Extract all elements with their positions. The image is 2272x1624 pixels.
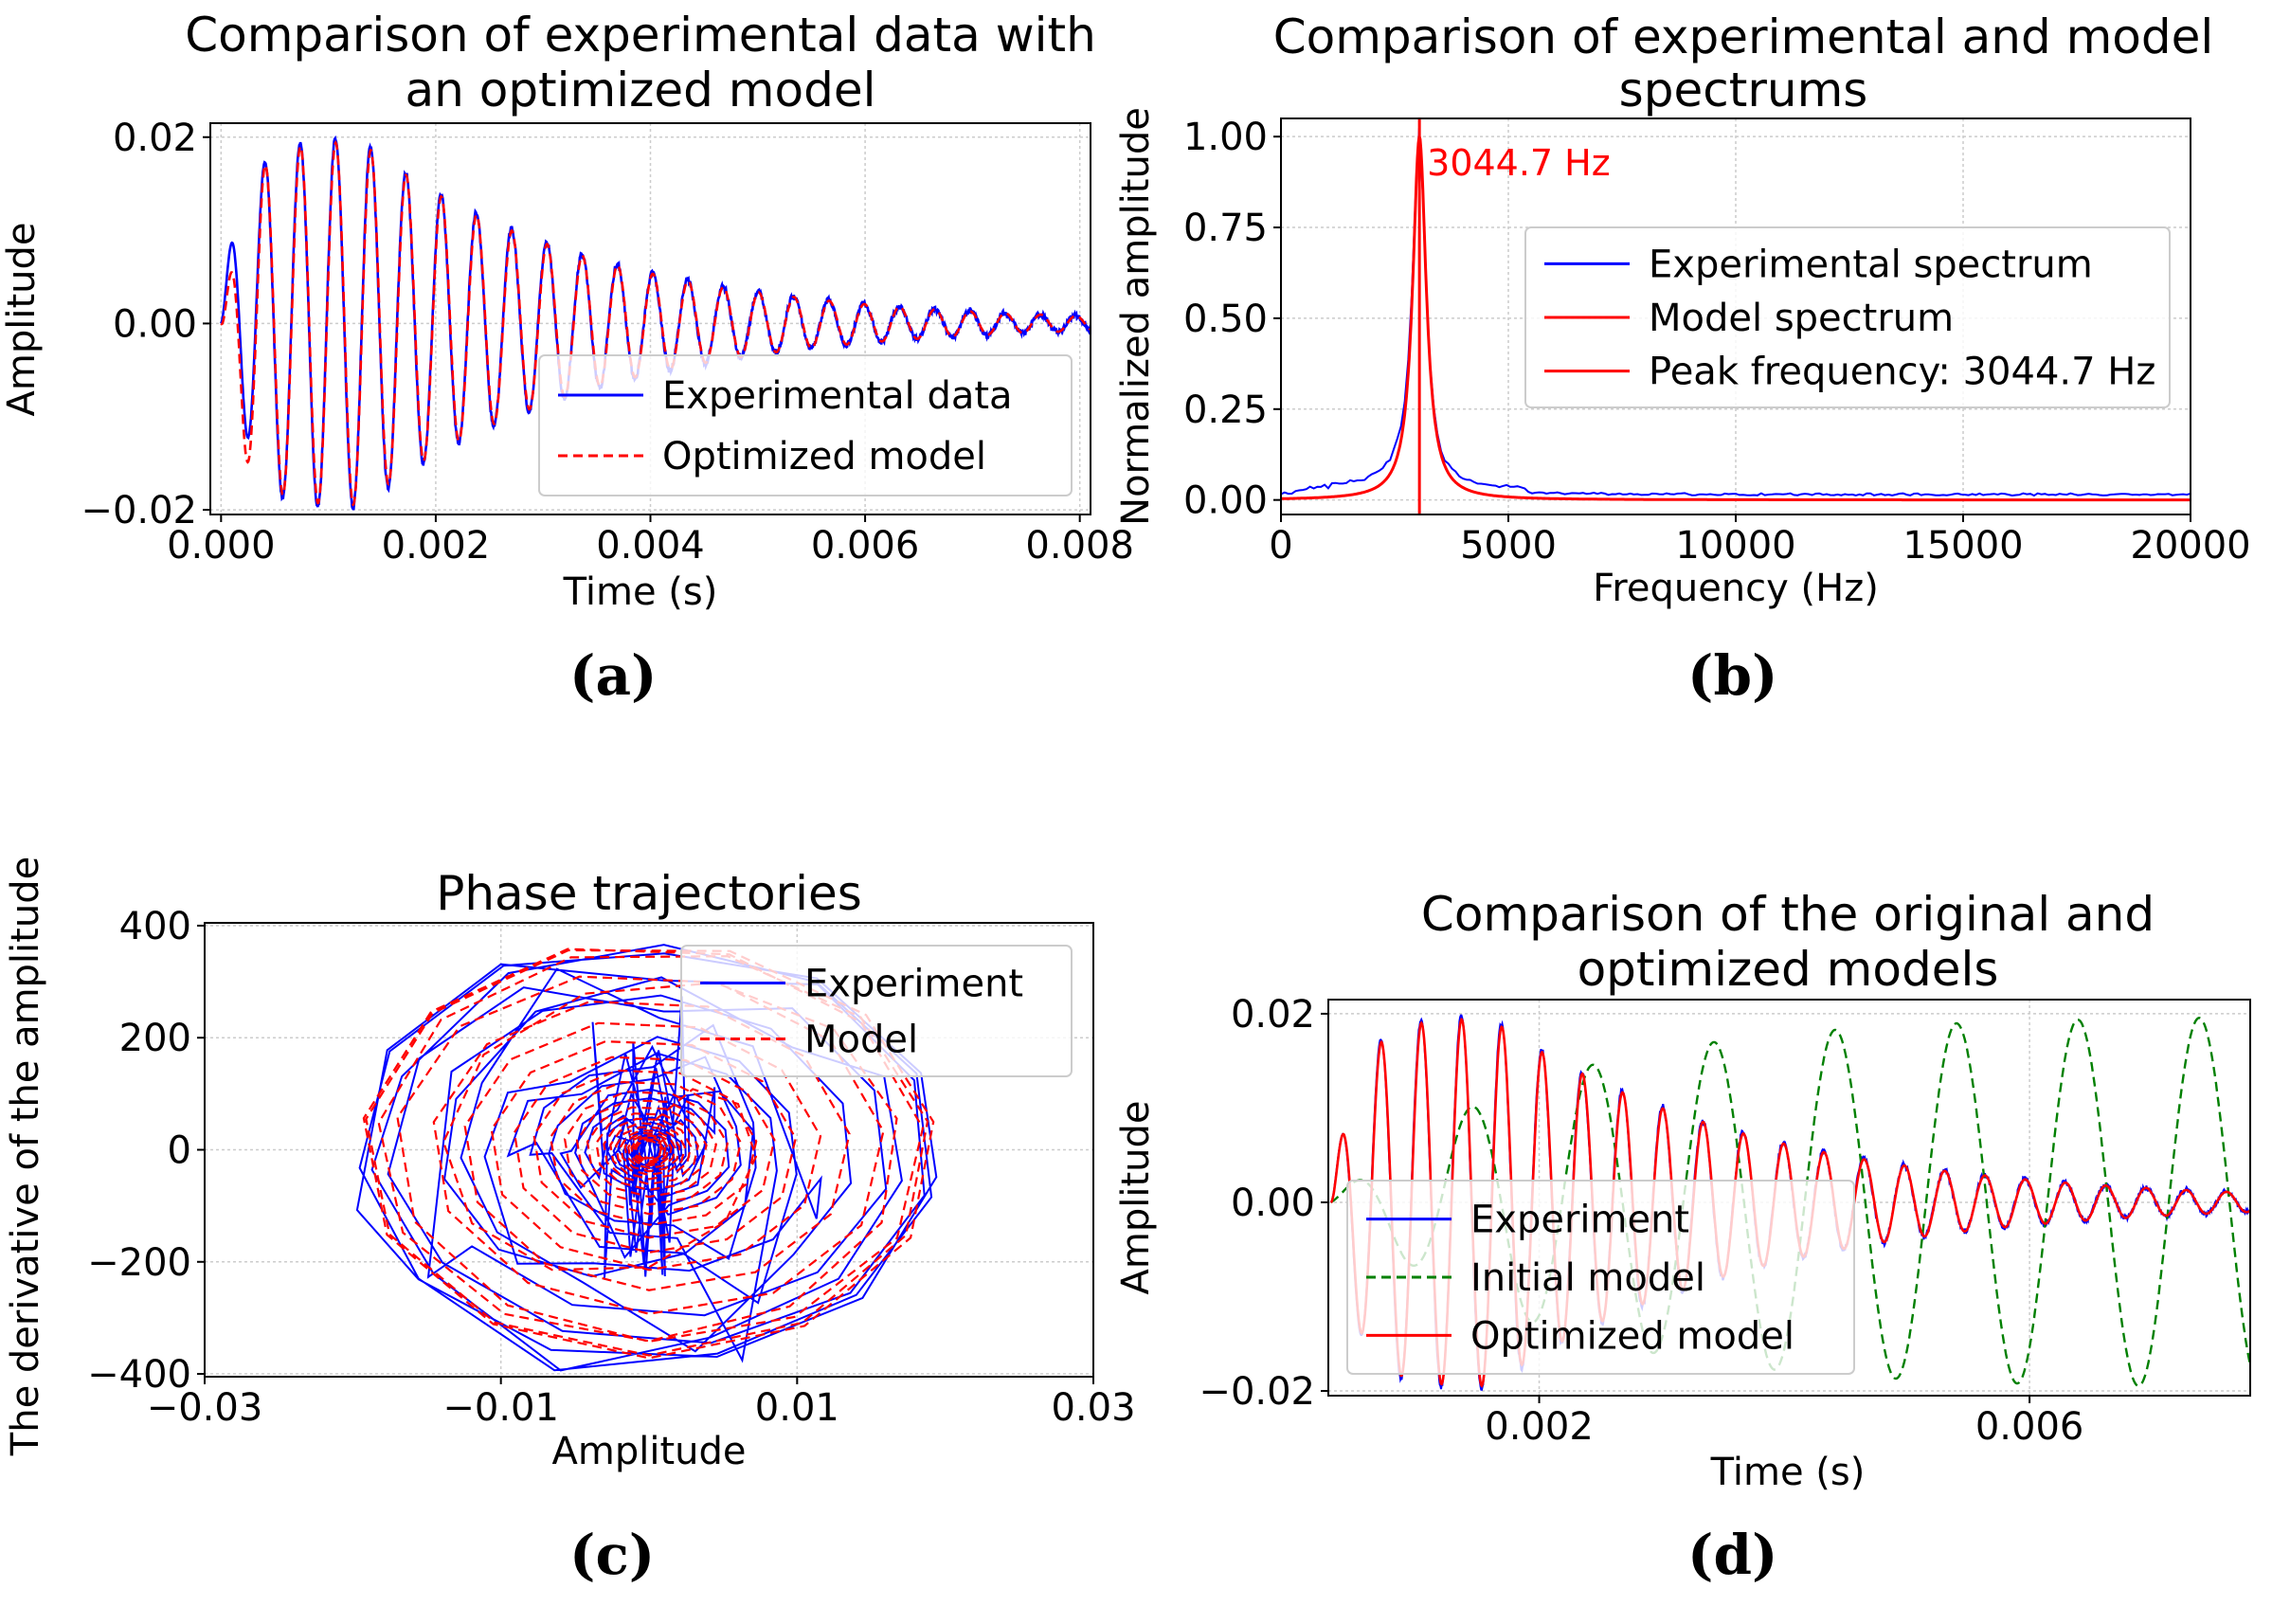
panel-a: 0.000 0.002 0.004 0.006 0.008 −0.02 0.00 0.02 Co… — [0, 8, 1134, 708]
y-tick-label: 0.02 — [1231, 993, 1315, 1037]
legend-item: Experimental spectrum — [1544, 243, 2093, 286]
y-tick-label: 0.00 — [113, 302, 197, 346]
panel-label: (d) — [1687, 1523, 1777, 1587]
legend-label: Model spectrum — [1649, 297, 1954, 340]
panel-b: 0 5000 10000 15000 20000 0.00 0.25 0.50 0.75 1.00… — [1114, 9, 2251, 708]
legend-item: Initial model — [1366, 1256, 1705, 1300]
legend: Experimental spectrum Model spectrum Peak … — [1524, 226, 2171, 408]
legend-item: Optimized model — [558, 435, 986, 478]
y-tick-label: −0.02 — [81, 489, 197, 532]
panel-c: −0.03 −0.01 0.01 0.03 −400 −200 0 200 400 Phase t… — [4, 857, 1136, 1587]
legend-item: Optimized model — [1366, 1314, 1794, 1358]
panel-label: (a) — [569, 643, 657, 708]
y-tick-label: −200 — [87, 1241, 191, 1285]
model-spectrum-line — [1281, 134, 2191, 502]
legend-box — [680, 945, 1073, 1077]
legend-item: Experiment — [700, 963, 1023, 1006]
x-tick-label: 15000 — [1902, 524, 2023, 568]
optimized-model-line — [220, 140, 1091, 507]
axes-frame — [209, 122, 1091, 515]
legend-item: Experimental data — [558, 374, 1013, 418]
legend-item: Peak frequency: 3044.7 Hz — [1544, 351, 2155, 394]
x-tick-label: 5000 — [1460, 524, 1557, 568]
x-axis-label: Time (s) — [1710, 1451, 1866, 1494]
y-tick-label: −0.02 — [1199, 1370, 1315, 1414]
panel-d: 0.002 0.006 −0.02 0.00 0.02 Comparison of the… — [1114, 887, 2251, 1587]
y-tick-label: 0.25 — [1183, 388, 1268, 432]
legend-item: Experiment — [1366, 1199, 1689, 1242]
y-tick-label: 0.50 — [1183, 298, 1268, 341]
legend: Experiment Initial model Optimized model — [1346, 1180, 1855, 1375]
legend: Experimental data Optimized model — [538, 354, 1073, 496]
legend-label: Initial model — [1470, 1256, 1705, 1300]
x-tick-label: 0.002 — [1485, 1405, 1594, 1449]
y-tick-label: 0.00 — [1183, 479, 1268, 523]
legend-label: Optimized model — [1470, 1314, 1794, 1358]
x-tick-label: −0.03 — [147, 1386, 263, 1430]
x-tick-label: 0.006 — [811, 524, 920, 568]
x-axis-label: Frequency (Hz) — [1593, 567, 1879, 610]
chart-title: Phase trajectories — [436, 866, 862, 921]
legend-label: Experimental spectrum — [1649, 243, 2093, 286]
x-tick-label: −0.01 — [442, 1386, 559, 1430]
x-tick-label: 0.000 — [167, 524, 276, 568]
x-axis-label: Amplitude — [552, 1430, 747, 1473]
legend-item: Model — [700, 1019, 918, 1062]
axes-frame — [204, 922, 1094, 1378]
x-tick-label: 0.006 — [1975, 1405, 2084, 1449]
y-tick-label: 0.75 — [1183, 207, 1268, 250]
legend-box — [538, 354, 1073, 496]
legend-label: Model — [804, 1019, 918, 1062]
axes-frame — [1280, 117, 2191, 515]
chart-title: spectrums — [1619, 63, 1868, 117]
panel-label: (b) — [1687, 643, 1777, 708]
peak-annotation: 3044.7 Hz — [1427, 142, 1611, 184]
x-tick-label: 20000 — [2130, 524, 2250, 568]
x-tick-label: 0.008 — [1025, 524, 1134, 568]
y-tick-label: 200 — [119, 1017, 191, 1060]
legend-item: Model spectrum — [1544, 297, 1954, 340]
legend-label: Experiment — [1470, 1199, 1689, 1242]
x-tick-label: 0.03 — [1051, 1386, 1135, 1430]
x-tick-label: 0 — [1269, 524, 1292, 568]
y-tick-label: −400 — [87, 1353, 191, 1397]
legend-label: Optimized model — [662, 435, 986, 478]
legend-box — [1346, 1180, 1855, 1375]
series-group — [220, 135, 1091, 511]
y-tick-label: 0.02 — [113, 117, 197, 160]
x-tick-label: 10000 — [1675, 524, 1795, 568]
y-axis-label: Amplitude — [0, 223, 44, 417]
legend-label: Peak frequency: 3044.7 Hz — [1649, 351, 2155, 394]
chart-title: Comparison of the original and — [1421, 887, 2155, 942]
y-axis-label: Normalized amplitude — [1114, 107, 1158, 526]
x-tick-label: 0.01 — [755, 1386, 839, 1430]
legend: Experiment Model — [680, 945, 1073, 1077]
series-group — [1281, 118, 2191, 514]
y-tick-label: 400 — [119, 905, 191, 948]
y-axis-label: The derivative of the amplitude — [4, 857, 47, 1456]
x-tick-label: 0.004 — [596, 524, 705, 568]
y-tick-label: 1.00 — [1183, 116, 1268, 159]
legend-label: Experiment — [804, 963, 1023, 1006]
y-axis-label: Amplitude — [1114, 1101, 1158, 1295]
chart-title: optimized models — [1578, 942, 1999, 997]
legend-box — [1524, 226, 2171, 408]
axes-frame — [1327, 999, 2251, 1397]
panel-label: (c) — [569, 1523, 655, 1587]
x-axis-label: Time (s) — [563, 570, 718, 614]
chart-title: an optimized model — [406, 63, 876, 117]
chart-title: Comparison of experimental data with — [185, 8, 1096, 63]
x-tick-label: 0.002 — [382, 524, 491, 568]
y-tick-label: 0.00 — [1231, 1182, 1315, 1225]
legend-label: Experimental data — [662, 374, 1013, 418]
chart-title: Comparison of experimental and model — [1273, 9, 2214, 64]
y-tick-label: 0 — [168, 1129, 191, 1173]
